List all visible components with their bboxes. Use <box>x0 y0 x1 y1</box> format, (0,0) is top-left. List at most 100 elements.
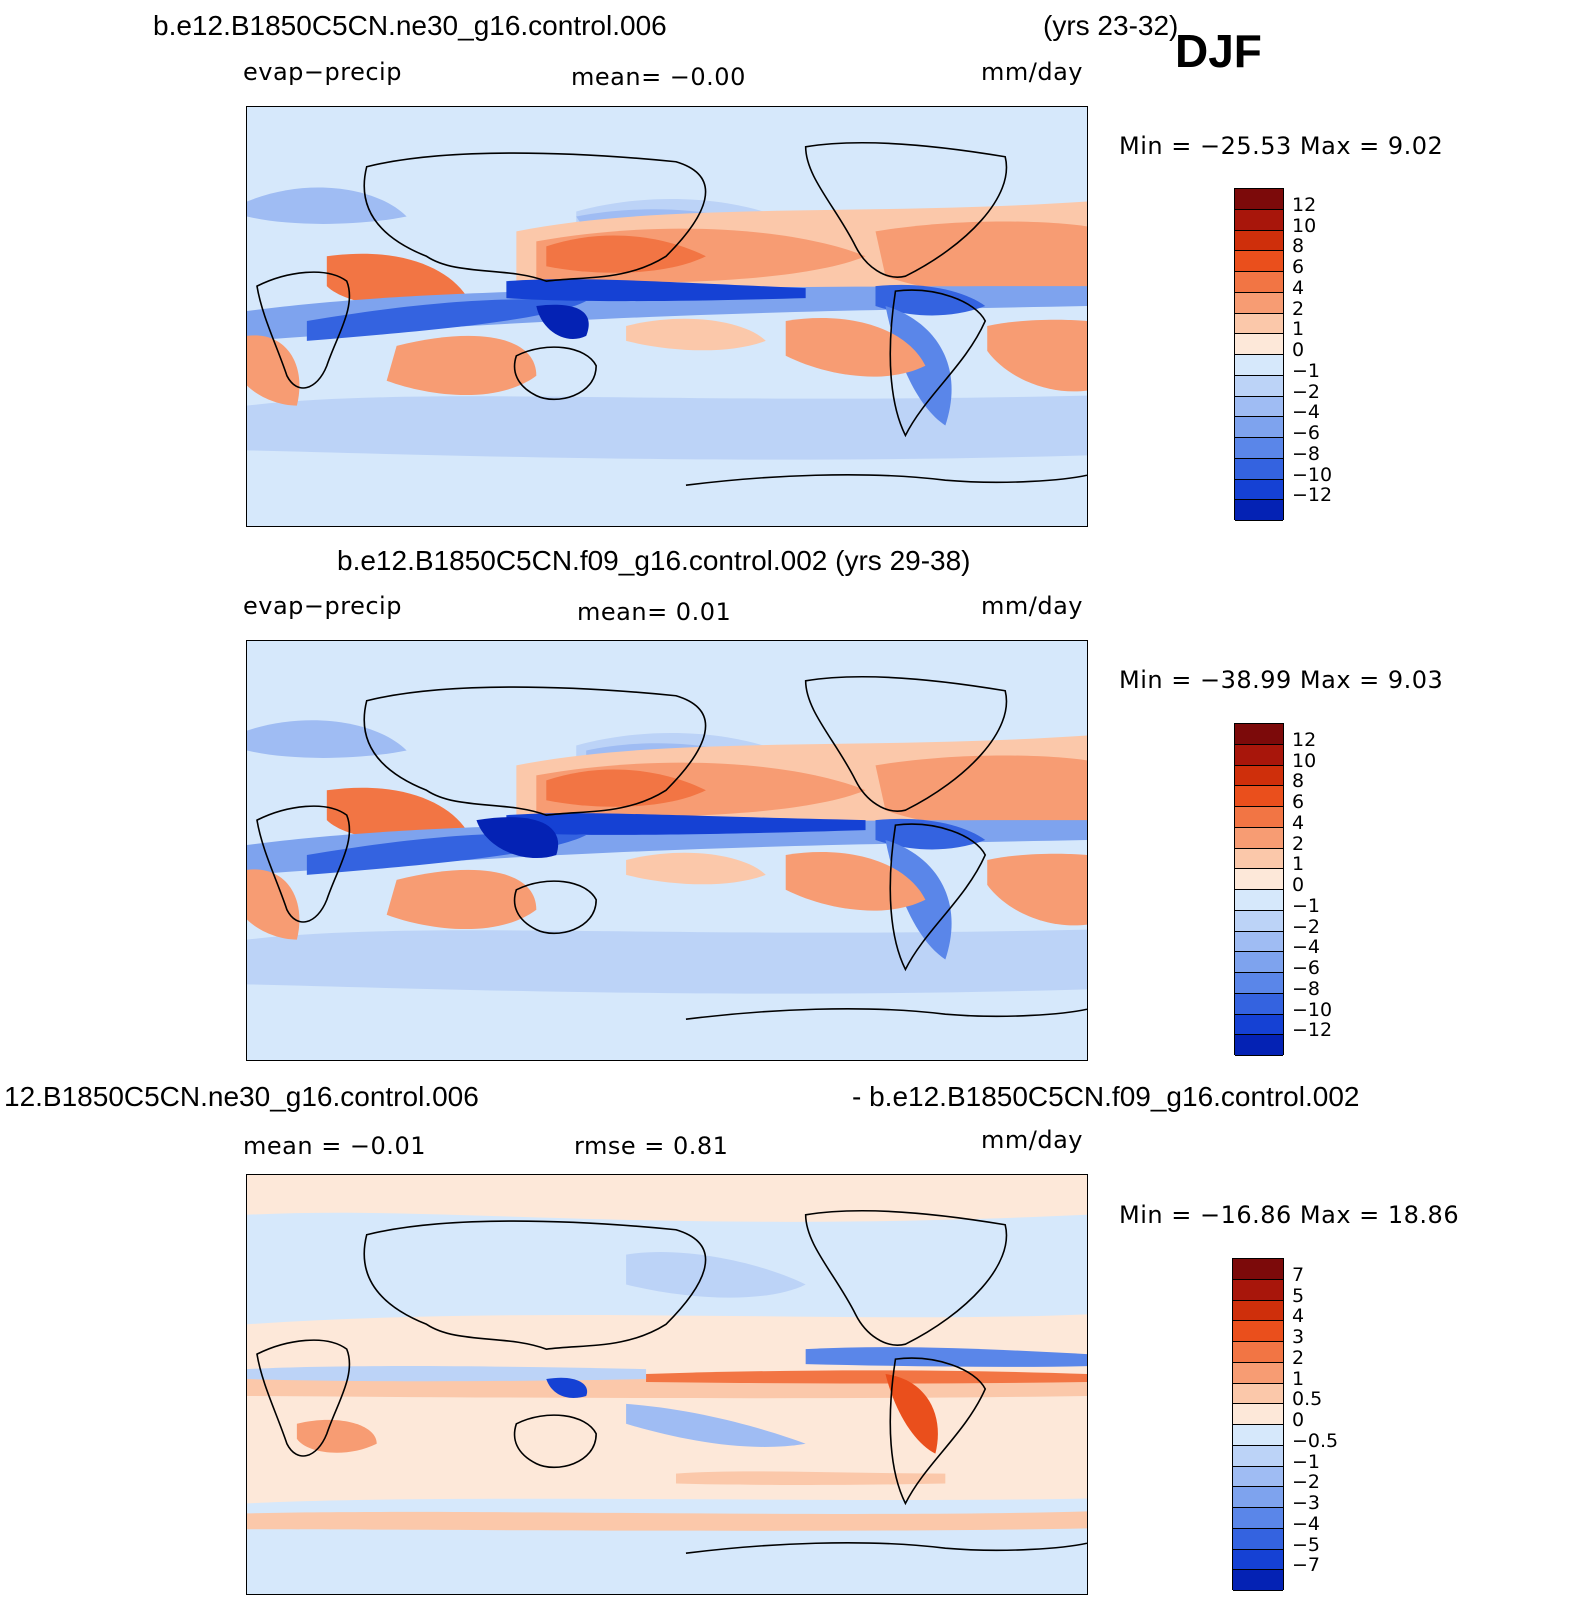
colorbar-segment <box>1235 807 1283 828</box>
colorbar-segment <box>1233 1404 1283 1425</box>
colorbar-level-label: −10 <box>1292 463 1333 486</box>
colorbar-segment <box>1233 1508 1283 1529</box>
colorbar-segment <box>1235 890 1283 911</box>
colorbar-level-label: 1 <box>1292 1367 1305 1390</box>
colorbar-segment <box>1233 1259 1283 1280</box>
colorbar-segment <box>1235 952 1283 973</box>
colorbar-level-label: −4 <box>1292 401 1321 424</box>
season-label: DJF <box>1175 25 1262 77</box>
colorbar-level-label: −2 <box>1292 915 1321 938</box>
colorbar-box <box>1232 1258 1284 1591</box>
colorbar-segment <box>1233 1362 1283 1384</box>
colorbar-level-label: 7 <box>1292 1263 1305 1286</box>
colorbar-level-label: −4 <box>1292 936 1321 959</box>
colorbar-segment <box>1235 189 1283 210</box>
panel3-minmax-label: Min = −16.86 Max = 18.86 <box>1119 1201 1460 1229</box>
colorbar-level-label: 0 <box>1292 874 1305 896</box>
colorbar-level-label: −10 <box>1292 998 1333 1021</box>
panel2-mean-label: mean= 0.01 <box>577 598 732 626</box>
colorbar-level-label: −8 <box>1292 442 1321 465</box>
colorbar-segment <box>1235 931 1283 953</box>
colorbar-segment <box>1233 1445 1283 1467</box>
colorbar-segment <box>1235 744 1283 766</box>
colorbar-segment <box>1235 396 1283 418</box>
panel2-map <box>246 640 1088 1061</box>
colorbar-level-label: 1 <box>1292 318 1305 341</box>
panel1-mean-label: mean= −0.00 <box>571 63 746 91</box>
panel3-map-svg <box>247 1175 1087 1594</box>
colorbar-level-label: −1 <box>1292 1450 1321 1473</box>
colorbar-level-label: −6 <box>1292 957 1321 979</box>
colorbar-level-label: −12 <box>1292 484 1333 507</box>
panel2-units-label: mm/day <box>981 592 1083 620</box>
colorbar-segment <box>1233 1279 1283 1301</box>
colorbar-segment <box>1235 1014 1283 1036</box>
panel1-map <box>246 106 1088 527</box>
colorbar-level-label: 4 <box>1292 1305 1305 1328</box>
panel3-units-label: mm/day <box>981 1126 1083 1154</box>
colorbar-segment <box>1235 417 1283 438</box>
colorbar-level-label: −5 <box>1292 1533 1321 1556</box>
panel1-variable-label: evap−precip <box>243 58 402 86</box>
panel3-map <box>246 1174 1088 1595</box>
colorbar-level-label: 0 <box>1292 339 1305 361</box>
colorbar-level-label: −12 <box>1292 1019 1333 1042</box>
colorbar-level-label: −8 <box>1292 977 1321 1000</box>
colorbar-segment <box>1233 1425 1283 1446</box>
panel3-title-case-b: - b.e12.B1850C5CN.f09_g16.control.002 <box>852 1081 1360 1112</box>
colorbar-segment <box>1235 1035 1283 1056</box>
colorbar-segment <box>1235 786 1283 807</box>
colorbar-level-label: −7 <box>1292 1554 1321 1577</box>
colorbar-box <box>1234 723 1284 1056</box>
colorbar-segment <box>1235 438 1283 459</box>
colorbar-level-label: 10 <box>1292 214 1317 237</box>
panel1-units-label: mm/day <box>981 58 1083 86</box>
colorbar-segment <box>1235 355 1283 376</box>
colorbar-level-label: 12 <box>1292 193 1317 216</box>
colorbar-level-label: 10 <box>1292 749 1317 772</box>
colorbar-segment <box>1233 1321 1283 1342</box>
panel1-map-svg <box>247 107 1087 526</box>
colorbar-level-label: −3 <box>1292 1492 1321 1514</box>
colorbar-level-label: 8 <box>1292 770 1305 793</box>
colorbar-segment <box>1235 869 1283 890</box>
colorbar-level-label: 2 <box>1292 297 1305 320</box>
colorbar-level-label: −6 <box>1292 422 1321 444</box>
colorbar-segment <box>1233 1528 1283 1550</box>
colorbar-segment <box>1235 292 1283 314</box>
colorbar-segment <box>1233 1549 1283 1571</box>
colorbar-segment <box>1233 1342 1283 1363</box>
colorbar-segment <box>1233 1300 1283 1322</box>
colorbar-level-label: 4 <box>1292 276 1305 299</box>
colorbar-level-label: 12 <box>1292 728 1317 751</box>
panel3-mean-label: mean = −0.01 <box>243 1132 426 1160</box>
colorbar-level-label: 6 <box>1292 256 1305 278</box>
panel3-rmse-label: rmse = 0.81 <box>574 1132 729 1160</box>
colorbar-segment <box>1233 1487 1283 1508</box>
panel1-minmax-label: Min = −25.53 Max = 9.02 <box>1119 132 1444 160</box>
colorbar-segment <box>1235 500 1283 521</box>
colorbar-level-label: 0 <box>1292 1409 1305 1431</box>
colorbar-segment <box>1233 1570 1283 1591</box>
panel2-variable-label: evap−precip <box>243 592 402 620</box>
colorbar-level-label: 4 <box>1292 811 1305 834</box>
colorbar-segment <box>1233 1466 1283 1488</box>
colorbar-level-label: −4 <box>1292 1512 1321 1535</box>
colorbar-segment <box>1235 251 1283 272</box>
colorbar-segment <box>1235 230 1283 252</box>
colorbar-level-label: −1 <box>1292 359 1321 382</box>
colorbar-segment <box>1235 479 1283 501</box>
colorbar-level-label: 8 <box>1292 235 1305 258</box>
colorbar-segment <box>1233 1383 1283 1405</box>
colorbar-segment <box>1235 724 1283 745</box>
colorbar-box <box>1234 188 1284 521</box>
colorbar-segment <box>1235 313 1283 335</box>
colorbar-segment <box>1235 458 1283 480</box>
colorbar-segment <box>1235 209 1283 231</box>
colorbar-level-label: 5 <box>1292 1284 1305 1307</box>
panel2-map-svg <box>247 641 1087 1060</box>
colorbar-level-label: 3 <box>1292 1326 1305 1348</box>
panel2-title: b.e12.B1850C5CN.f09_g16.control.002 (yrs… <box>337 545 971 576</box>
colorbar-level-label: −0.5 <box>1292 1429 1339 1452</box>
panel2-minmax-label: Min = −38.99 Max = 9.03 <box>1119 666 1444 694</box>
